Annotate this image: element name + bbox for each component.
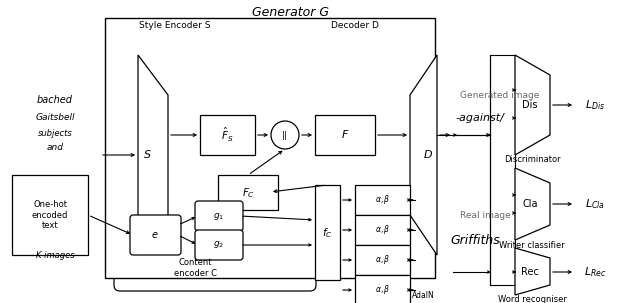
FancyBboxPatch shape	[490, 55, 515, 285]
Text: Griffiths: Griffiths	[450, 234, 500, 247]
Polygon shape	[410, 55, 437, 255]
FancyBboxPatch shape	[200, 115, 255, 155]
Text: $g_2$: $g_2$	[214, 239, 225, 251]
Text: Generator G: Generator G	[252, 6, 328, 19]
Text: Dis: Dis	[522, 100, 538, 110]
Text: e: e	[152, 230, 158, 240]
Polygon shape	[515, 248, 550, 295]
Text: $\alpha,\beta$: $\alpha,\beta$	[374, 284, 390, 297]
Text: subjects: subjects	[38, 128, 72, 138]
FancyBboxPatch shape	[315, 115, 375, 155]
FancyBboxPatch shape	[105, 18, 435, 278]
Text: bached: bached	[37, 95, 73, 105]
Text: F: F	[342, 130, 348, 140]
Polygon shape	[515, 55, 550, 155]
Text: $\alpha,\beta$: $\alpha,\beta$	[374, 224, 390, 237]
Text: Rec: Rec	[521, 267, 539, 277]
Text: $L_{Rec}$: $L_{Rec}$	[584, 265, 606, 279]
FancyBboxPatch shape	[218, 175, 278, 210]
Text: AdaIN: AdaIN	[412, 291, 435, 299]
FancyBboxPatch shape	[355, 245, 410, 275]
Text: Cla: Cla	[522, 199, 538, 209]
Text: Word recogniser: Word recogniser	[497, 295, 566, 303]
Text: Decoder D: Decoder D	[331, 22, 379, 31]
Polygon shape	[138, 55, 168, 255]
FancyBboxPatch shape	[195, 201, 243, 231]
FancyBboxPatch shape	[355, 185, 410, 215]
Polygon shape	[515, 168, 550, 240]
FancyBboxPatch shape	[195, 230, 243, 260]
Circle shape	[271, 121, 299, 149]
Text: and: and	[47, 144, 63, 152]
Text: $\alpha,\beta$: $\alpha,\beta$	[374, 254, 390, 267]
Text: $L_{Dis}$: $L_{Dis}$	[585, 98, 605, 112]
FancyBboxPatch shape	[130, 215, 181, 255]
FancyBboxPatch shape	[355, 275, 410, 303]
Text: ||: ||	[282, 131, 288, 139]
Text: K images: K images	[36, 251, 74, 259]
Text: $L_{Cla}$: $L_{Cla}$	[585, 197, 605, 211]
Text: $F_C$: $F_C$	[241, 186, 255, 200]
FancyBboxPatch shape	[355, 215, 410, 245]
Text: Generated image: Generated image	[460, 91, 540, 99]
Text: $\alpha,\beta$: $\alpha,\beta$	[374, 194, 390, 207]
FancyBboxPatch shape	[12, 175, 88, 255]
Text: S: S	[145, 150, 152, 160]
Text: Writer classifier: Writer classifier	[499, 241, 565, 249]
Text: D: D	[424, 150, 432, 160]
Text: One-hot
encoded
text: One-hot encoded text	[32, 200, 68, 230]
FancyBboxPatch shape	[114, 182, 316, 291]
Text: Style Encoder S: Style Encoder S	[140, 22, 211, 31]
Text: $g_1$: $g_1$	[213, 211, 225, 221]
Text: Content
encoder C: Content encoder C	[173, 258, 216, 278]
Text: Discriminator: Discriminator	[504, 155, 560, 165]
FancyBboxPatch shape	[315, 185, 340, 280]
Text: $f_C$: $f_C$	[322, 226, 332, 240]
Text: -against/: -against/	[455, 113, 504, 123]
Text: Real image: Real image	[460, 211, 511, 219]
Text: Gaitsbell: Gaitsbell	[35, 114, 75, 122]
Text: $\hat{F}_S$: $\hat{F}_S$	[221, 126, 233, 144]
